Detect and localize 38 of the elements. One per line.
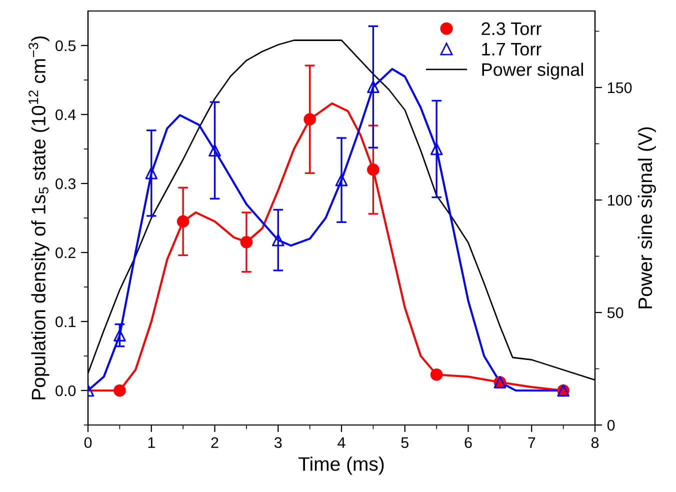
y-axis-title: Population density of 1s$_{5}$ state (10$^{12}$ cm$^{−3}$)	[28, 36, 50, 400]
y2-axis-title: Power sine signal (V)	[638, 127, 656, 308]
x-tick-label: 1	[148, 437, 155, 448]
point	[114, 329, 126, 342]
x-tick-label: 5	[401, 437, 408, 448]
y-tick-label: 0.3	[56, 178, 76, 190]
y-tick-label: 0.2	[56, 247, 76, 258]
point	[176, 215, 190, 228]
legend-label: 2.3 Torr	[482, 22, 542, 36]
point	[145, 167, 158, 180]
x-tick-label: 3	[274, 437, 282, 448]
x-axis-title: Time (ms)	[298, 456, 384, 475]
legend-label: Power signal	[482, 62, 583, 80]
x-tick-label: 8	[591, 437, 599, 448]
point	[208, 144, 221, 157]
x-tick-label: 6	[464, 437, 472, 448]
point	[430, 142, 443, 156]
x-tick-label: 2	[211, 437, 218, 448]
point	[114, 384, 126, 397]
y2-tick-label: 150	[608, 82, 632, 94]
point	[367, 80, 380, 94]
legend-label: 1.7 Torr	[482, 42, 542, 56]
point	[272, 234, 284, 246]
y2-tick-label: 0	[607, 420, 615, 431]
y-tick-label: 0.4	[56, 109, 76, 120]
point	[240, 236, 253, 248]
x-tick-label: 4	[338, 437, 346, 448]
y-tick-label: 0.5	[56, 40, 76, 52]
x-tick-label: 0	[84, 437, 92, 448]
point	[304, 113, 316, 126]
y-tick-label: 0.0	[56, 385, 76, 396]
point	[367, 164, 380, 176]
y2-tick-label: 50	[607, 307, 624, 318]
y-tick-label: 0.1	[56, 316, 76, 328]
point	[335, 174, 348, 186]
x-tick-label: 7	[528, 437, 536, 448]
point	[430, 368, 443, 381]
y2-tick-label: 100	[608, 194, 632, 206]
